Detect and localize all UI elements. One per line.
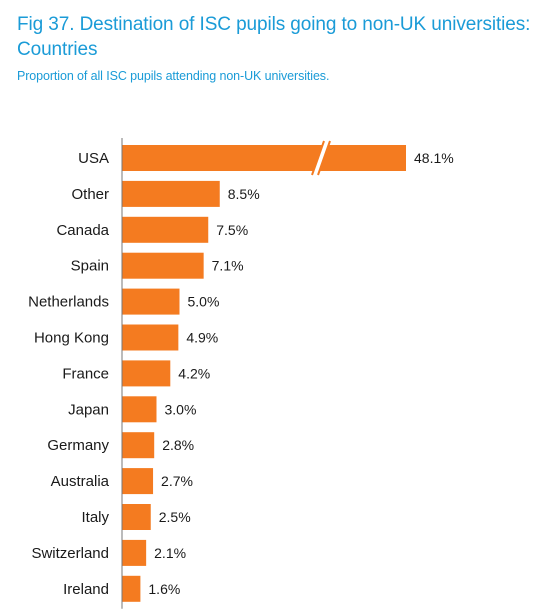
category-label: France [62, 365, 109, 382]
category-label: USA [78, 150, 109, 167]
value-label: 2.5% [159, 509, 191, 525]
value-label: 3.0% [165, 401, 197, 417]
bar [122, 288, 180, 315]
value-label: 4.2% [178, 365, 210, 381]
chart-title: Fig 37. Destination of ISC pupils going … [17, 14, 531, 60]
category-label: Italy [81, 509, 109, 526]
bar [122, 575, 141, 602]
category-label: Other [71, 186, 109, 203]
bar [122, 145, 406, 171]
value-label: 4.9% [186, 330, 218, 346]
category-label: Canada [56, 222, 109, 239]
bar [122, 252, 204, 279]
value-label: 2.8% [162, 437, 194, 453]
category-label: Germany [47, 437, 109, 454]
bar [122, 180, 220, 207]
value-label: 7.1% [212, 258, 244, 274]
category-label: Netherlands [28, 294, 109, 311]
category-label: Switzerland [31, 545, 109, 562]
bar [122, 360, 171, 387]
category-label: Spain [71, 258, 109, 275]
value-label: 1.6% [148, 581, 180, 597]
axis-break-gap [312, 141, 330, 175]
category-label: Australia [51, 473, 110, 490]
value-label: 48.1% [414, 150, 454, 166]
value-label: 2.7% [161, 473, 193, 489]
bar [122, 539, 147, 566]
value-label: 5.0% [188, 294, 220, 310]
category-label: Ireland [63, 581, 109, 598]
value-label: 8.5% [228, 186, 260, 202]
category-label: Hong Kong [34, 330, 109, 347]
bar [122, 504, 151, 530]
bar [122, 324, 179, 351]
axis-break-mark [317, 140, 331, 176]
category-label: Japan [68, 401, 109, 418]
value-label: 7.5% [216, 222, 248, 238]
bar [122, 396, 157, 423]
value-label: 2.1% [154, 545, 186, 561]
chart-subtitle: Proportion of all ISC pupils attending n… [17, 69, 330, 83]
bar [122, 432, 155, 459]
axis-break-mark [311, 140, 325, 176]
bar [122, 468, 154, 495]
bar [122, 216, 209, 243]
